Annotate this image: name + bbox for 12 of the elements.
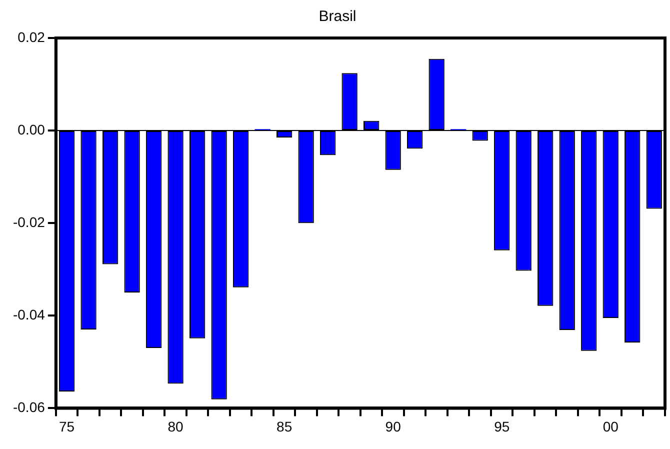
y-tick-label: -0.06 — [12, 399, 46, 416]
y-tick-label: 0.02 — [18, 28, 46, 45]
x-tick-label: 95 — [494, 418, 510, 434]
x-tick-label: 75 — [59, 418, 75, 434]
y-tick-label: 0.00 — [18, 121, 46, 138]
x-tick-label: 80 — [168, 418, 184, 434]
x-tick-label: 90 — [385, 418, 402, 434]
x-tick-label: 85 — [276, 418, 292, 434]
y-tick-label: -0.04 — [12, 306, 46, 323]
x-tick-label: 00 — [602, 418, 619, 434]
y-tick-label: -0.02 — [12, 214, 46, 230]
chart-title: Brasil — [318, 8, 356, 26]
